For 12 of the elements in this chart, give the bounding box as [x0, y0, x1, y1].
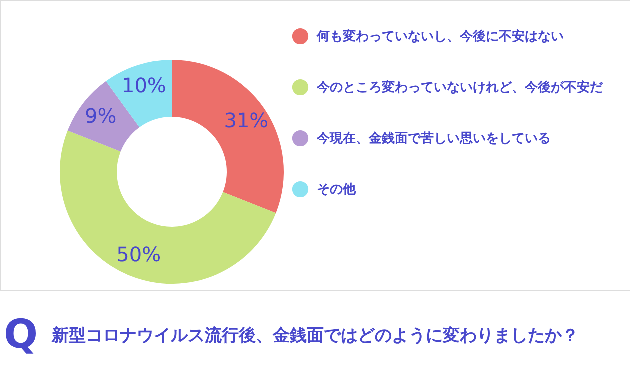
donut-slice [172, 60, 284, 214]
legend-label: その他 [317, 182, 357, 198]
legend-label: 今のところ変わっていないけれど、今後が不安だ [316, 80, 604, 96]
legend-label: 何も変わっていないし、今後に不安はない [316, 28, 564, 44]
data-label: 31% [224, 108, 269, 132]
legend-label: 今現在、金銭面で苦しい思いをしている [316, 132, 551, 146]
donut-slice [60, 130, 276, 284]
text: Q [4, 312, 38, 358]
data-label: 9% [85, 104, 117, 128]
data-label: 50% [116, 242, 162, 267]
data-label: 10% [122, 73, 166, 98]
text: 新型コロナウイルス流行後、金銭面ではどのように変わりましたか？ [51, 326, 579, 346]
